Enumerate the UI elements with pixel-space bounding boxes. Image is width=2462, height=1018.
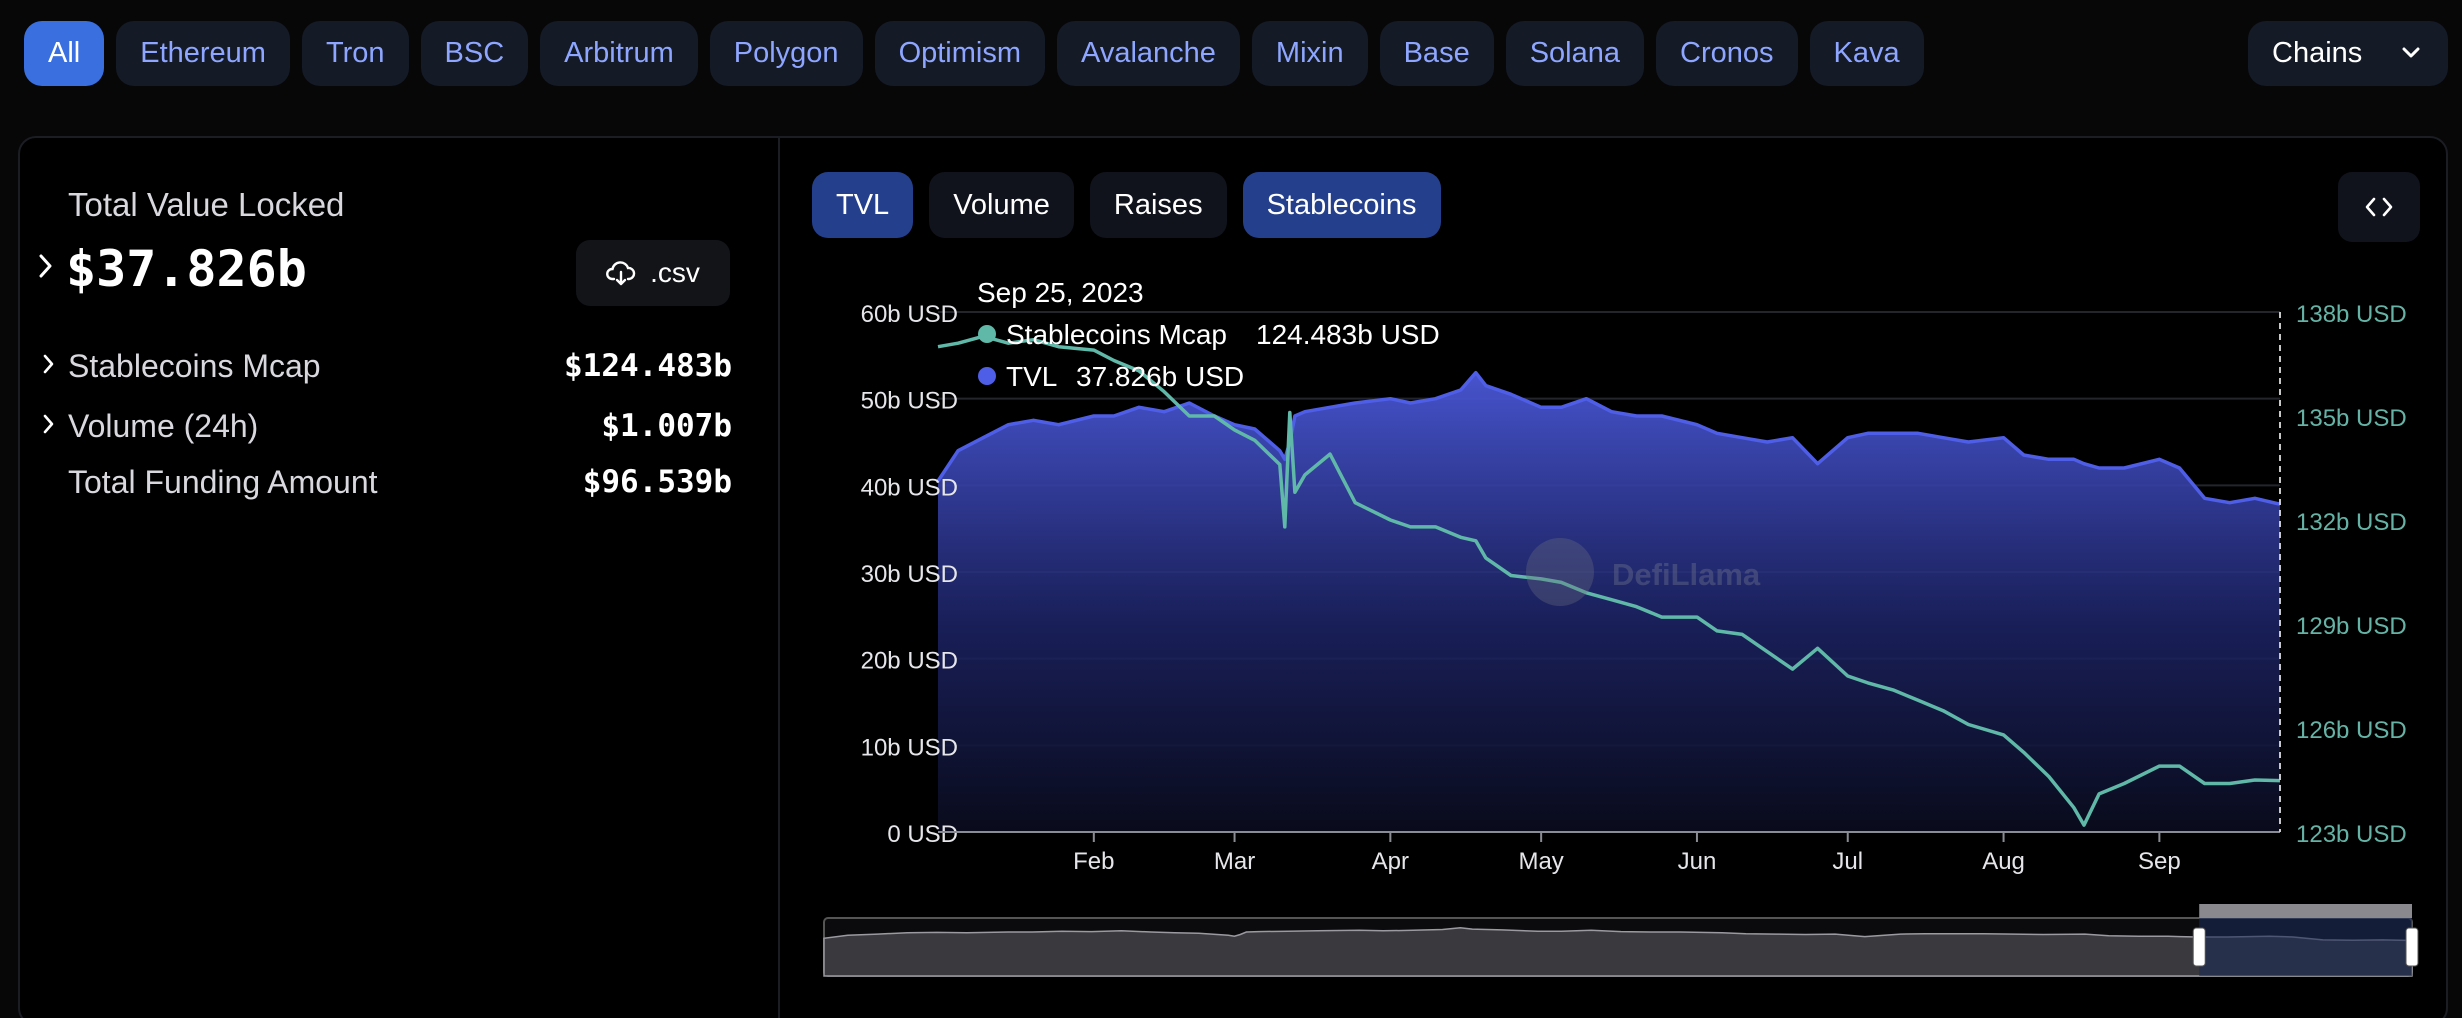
chains-dropdown-label: Chains: [2272, 37, 2363, 69]
tab-volume[interactable]: Volume: [929, 172, 1074, 238]
tab-stablecoins[interactable]: Stablecoins: [1242, 172, 1441, 238]
chain-tabs: All Ethereum Tron BSC Arbitrum Polygon Optimis…: [24, 21, 1924, 86]
stat-label: Volume (24h): [68, 407, 259, 444]
stat-value: $1.007b: [601, 408, 732, 444]
metric-tabs: TVL Volume Raises Stablecoins: [812, 172, 1441, 238]
csv-label: .csv: [650, 257, 700, 288]
chain-tab-solana[interactable]: Solana: [1505, 21, 1645, 86]
stat-row-volume[interactable]: Volume (24h) $1.007b: [42, 404, 732, 448]
stat-label: Stablecoins Mcap: [68, 347, 321, 384]
stat-row-stablecoins[interactable]: Stablecoins Mcap $124.483b: [42, 344, 732, 388]
chain-tab-kava[interactable]: Kava: [1809, 21, 1924, 86]
code-icon: [2365, 197, 2393, 217]
chain-tab-tron[interactable]: Tron: [301, 21, 409, 86]
chain-tab-bsc[interactable]: BSC: [420, 21, 529, 86]
tab-raises[interactable]: Raises: [1089, 172, 1227, 238]
embed-button[interactable]: [2338, 172, 2420, 242]
chain-tab-avalanche[interactable]: Avalanche: [1057, 21, 1240, 86]
chains-dropdown[interactable]: Chains: [2248, 21, 2448, 86]
chevron-right-icon: [43, 354, 54, 373]
chevron-right-icon[interactable]: [38, 253, 54, 279]
tvl-label: Total Value Locked: [68, 186, 345, 223]
chain-tab-mixin[interactable]: Mixin: [1251, 21, 1368, 86]
stat-value: $96.539b: [582, 464, 732, 500]
cloud-download-icon: [606, 261, 636, 286]
chain-tab-optimism[interactable]: Optimism: [874, 21, 1046, 86]
stat-value: $124.483b: [564, 348, 732, 384]
chain-tab-cronos[interactable]: Cronos: [1656, 21, 1798, 86]
chain-tab-polygon[interactable]: Polygon: [709, 21, 863, 86]
chain-tab-all[interactable]: All: [24, 21, 105, 86]
chain-tab-base[interactable]: Base: [1379, 21, 1494, 86]
tvl-value: $37.826b: [66, 240, 307, 298]
chain-tab-ethereum[interactable]: Ethereum: [116, 21, 290, 86]
chain-tab-arbitrum[interactable]: Arbitrum: [540, 21, 698, 86]
overview-card: Total Value Locked $37.826b .csv Stablec…: [18, 136, 2448, 1018]
stat-label: Total Funding Amount: [68, 463, 378, 500]
chevron-right-icon: [43, 414, 54, 433]
stat-row-funding: Total Funding Amount $96.539b: [42, 460, 732, 504]
download-csv-button[interactable]: .csv: [576, 240, 730, 306]
tab-tvl[interactable]: TVL: [812, 172, 914, 238]
chevron-down-icon: [2402, 47, 2420, 58]
summary-panel: Total Value Locked $37.826b .csv Stablec…: [20, 138, 780, 1018]
